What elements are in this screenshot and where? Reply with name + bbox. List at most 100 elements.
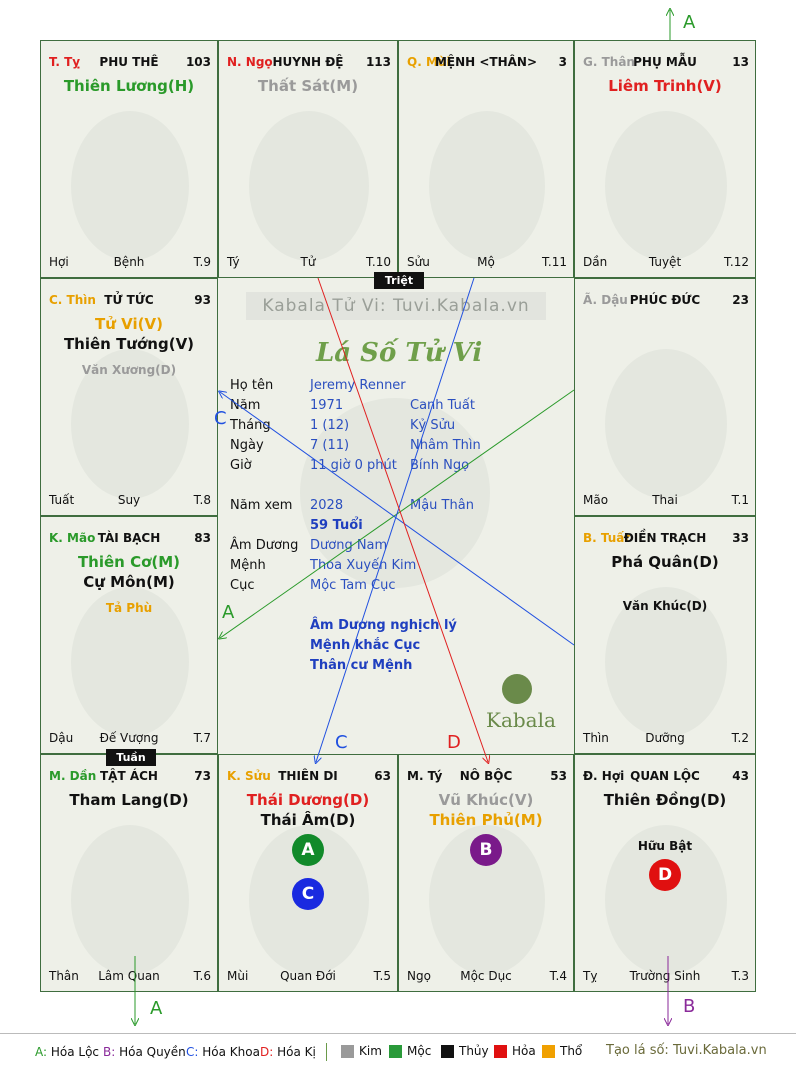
- major-star: Thiên Đồng(D): [603, 791, 727, 809]
- major-star: Thái Âm(D): [260, 811, 356, 829]
- major-star: Thái Dương(D): [246, 791, 370, 809]
- info-label: Năm xem: [230, 498, 293, 513]
- palace-bottom-left: Tý: [227, 255, 240, 269]
- info-value: Jeremy Renner: [310, 378, 406, 393]
- palace-name: PHỤ MẪU: [633, 55, 697, 69]
- major-star: Cự Môn(M): [83, 573, 175, 591]
- palace-number: 3: [558, 55, 567, 69]
- palace-cell: Q. Mùi MỆNH <THÂN> 3 Sửu Mộ T.11: [398, 40, 574, 278]
- palace-bottom-center: Dưỡng: [645, 731, 685, 745]
- palace-cell: G. Thân PHỤ MẪU 13 Liêm Trinh(V) Dần Tuyệt T.1…: [574, 40, 756, 278]
- legend-item: C: Hóa Khoa: [186, 1045, 260, 1059]
- palace-number: 13: [732, 55, 749, 69]
- palace-bottom-center: Suy: [117, 493, 141, 507]
- zodiac-silhouette: [71, 111, 189, 261]
- palace-bottom-right: T.3: [731, 969, 749, 983]
- arrow-label: A: [222, 602, 235, 623]
- element-label: Thủy: [459, 1044, 489, 1058]
- palace-branch: N. Ngọ: [227, 55, 273, 69]
- palace-name: MỆNH <THÂN>: [434, 55, 538, 69]
- info-label: Năm: [230, 398, 261, 413]
- palace-bottom-center: Mộ: [477, 255, 495, 269]
- palace-cell: C. Thìn TỬ TỨC 93 Tử Vi(V) Thiên Tướng(V) Văn…: [40, 278, 218, 516]
- palace-name: TỬ TỨC: [104, 293, 154, 307]
- palace-bottom-right: T.7: [193, 731, 211, 745]
- element-label: Hỏa: [512, 1044, 536, 1058]
- palace-bottom-center: Trường Sinh: [629, 969, 701, 983]
- zodiac-silhouette: [71, 825, 189, 975]
- palace-bottom-right: T.12: [724, 255, 749, 269]
- info-label: Âm Dương: [230, 538, 299, 553]
- legend-key: B:: [103, 1045, 116, 1059]
- element-swatch: [389, 1045, 402, 1058]
- legend-item: A: Hóa Lộc: [35, 1045, 99, 1059]
- palace-branch: K. Sửu: [227, 769, 271, 783]
- major-star: Thiên Phủ(M): [429, 811, 543, 829]
- info-value: 1971: [310, 398, 344, 413]
- legend-text: Hóa Khoa: [198, 1045, 260, 1059]
- legend-key: C:: [186, 1045, 199, 1059]
- palace-bottom-left: Hợi: [49, 255, 69, 269]
- palace-name: PHU THÊ: [99, 55, 159, 69]
- zodiac-silhouette: [429, 111, 545, 261]
- palace-branch: K. Mão: [49, 531, 96, 545]
- info-label: Cục: [230, 578, 255, 593]
- chart-note: Âm Dương nghịch lý: [310, 618, 457, 633]
- minor-star: Tả Phù: [105, 601, 153, 615]
- minor-star: Văn Xương(D): [81, 363, 177, 377]
- palace-name: TẬT ÁCH: [100, 769, 158, 783]
- palace-bottom-center: Bệnh: [113, 255, 145, 269]
- zodiac-silhouette: [71, 349, 189, 499]
- palace-number: 43: [732, 769, 749, 783]
- element-swatch: [542, 1045, 555, 1058]
- legend-key: D:: [260, 1045, 274, 1059]
- palace-cell: M. Tý NÔ BỘC 53 Vũ Khúc(V) Thiên Phủ(M) Ngọ Mộ…: [398, 754, 574, 992]
- transform-marker: A: [292, 834, 324, 866]
- age-value: 59 Tuổi: [310, 518, 363, 533]
- palace-branch: B. Tuất: [583, 531, 631, 545]
- palace-bottom-left: Dần: [583, 255, 608, 269]
- chart-title: Lá Số Tử Vi: [316, 338, 483, 368]
- site-credit[interactable]: Tạo lá số: Tuvi.Kabala.vn: [606, 1043, 767, 1058]
- palace-name: QUAN LỘC: [630, 769, 700, 783]
- chart-note: Thân cư Mệnh: [310, 658, 413, 673]
- info-value: 2028: [310, 498, 344, 513]
- legend-text: Hóa Kị: [273, 1045, 316, 1059]
- palace-cell: B. Tuất ĐIỀN TRẠCH 33 Phá Quân(D) Văn Khúc(D…: [574, 516, 756, 754]
- info-value: 7 (11): [310, 438, 350, 453]
- info-value-canchi: Bính Ngọ: [410, 458, 470, 473]
- zodiac-silhouette: [249, 111, 369, 261]
- tuan-badge: Tuần: [106, 749, 156, 766]
- palace-name: TÀI BẠCH: [97, 531, 161, 545]
- info-value: Thoa Xuyến Kim: [310, 558, 417, 573]
- palace-bottom-right: T.5: [373, 969, 391, 983]
- info-value-canchi: Mậu Thân: [410, 498, 474, 513]
- palace-cell: K. Mão TÀI BẠCH 83 Thiên Cơ(M) Cự Môn(M) Tả P…: [40, 516, 218, 754]
- palace-bottom-right: T.2: [731, 731, 749, 745]
- palace-bottom-left: Mùi: [227, 969, 249, 983]
- site-watermark: Kabala Tử Vi: Tuvi.Kabala.vn: [246, 292, 546, 320]
- element-swatch: [441, 1045, 454, 1058]
- legend-text: Hóa Quyền: [115, 1045, 186, 1059]
- zodiac-silhouette: [605, 349, 727, 499]
- info-label: Họ tên: [230, 378, 274, 393]
- palace-bottom-left: Ngọ: [407, 969, 431, 983]
- palace-branch: Ã. Dậu: [583, 293, 628, 307]
- zodiac-silhouette: [605, 825, 727, 975]
- major-star: Tham Lang(D): [69, 791, 189, 809]
- palace-branch: Q. Mùi: [407, 55, 451, 69]
- palace-name: NÔ BỘC: [459, 769, 513, 783]
- palace-number: 23: [732, 293, 749, 307]
- element-label: Kim: [359, 1044, 382, 1058]
- palace-branch: C. Thìn: [49, 293, 96, 307]
- palace-branch: M. Dần: [49, 769, 97, 783]
- palace-bottom-center: Quan Đới: [280, 969, 336, 983]
- palace-cell: Đ. Hợi QUAN LỘC 43 Thiên Đồng(D) Hữu Bật Tỵ Tr…: [574, 754, 756, 992]
- major-star: Thiên Tướng(V): [63, 335, 195, 353]
- minor-star: Hữu Bật: [637, 839, 693, 853]
- transform-marker: C: [292, 878, 324, 910]
- info-value: Mộc Tam Cục: [310, 578, 396, 593]
- info-label: Giờ: [230, 458, 252, 473]
- palace-bottom-right: T.9: [193, 255, 211, 269]
- transform-marker: B: [470, 834, 502, 866]
